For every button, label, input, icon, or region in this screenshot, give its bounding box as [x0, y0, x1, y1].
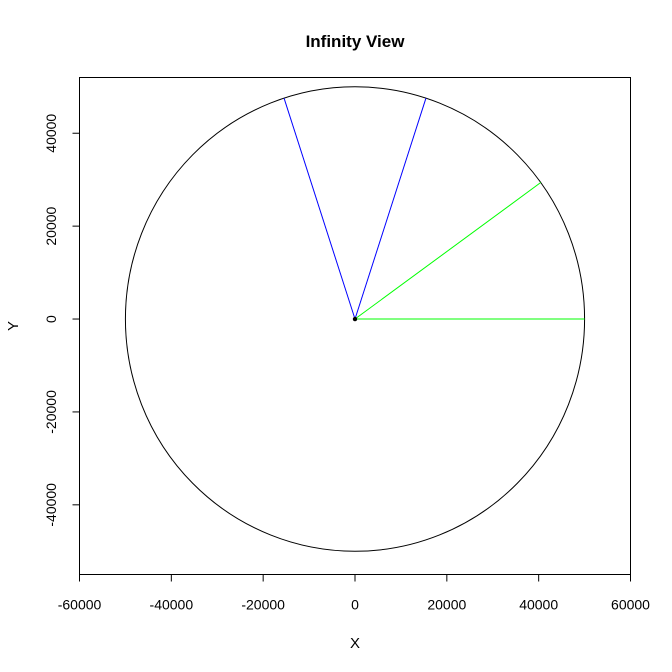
y-tick-label: 40000 [43, 114, 59, 153]
x-tick-label: 40000 [519, 597, 558, 613]
x-tick-label: -20000 [241, 597, 285, 613]
y-tick-label: -40000 [43, 483, 59, 527]
x-axis-label: X [350, 635, 360, 652]
origin-point [352, 316, 358, 322]
plot-marks [124, 86, 586, 552]
x-tick-label: 60000 [611, 597, 650, 613]
x-tick-label: 0 [351, 597, 359, 613]
x-tick-label: -60000 [58, 597, 102, 613]
blue-wedge-segment-1 [283, 98, 356, 320]
blue-wedge-segment-2 [354, 98, 427, 320]
green-wedge-segment-4 [354, 182, 542, 320]
axes: -60000 -40000 -20000 0 20000 40000 60000 -40000… [43, 114, 650, 613]
y-tick-label: -20000 [43, 390, 59, 434]
x-tick-label: -40000 [150, 597, 194, 613]
plot-frame [79, 77, 631, 575]
x-tick-label: 20000 [427, 597, 466, 613]
y-tick-label: 0 [43, 315, 59, 323]
y-axis-label: Y [5, 321, 22, 331]
y-tick-label: 20000 [43, 206, 59, 245]
chart-title: Infinity View [306, 32, 406, 51]
